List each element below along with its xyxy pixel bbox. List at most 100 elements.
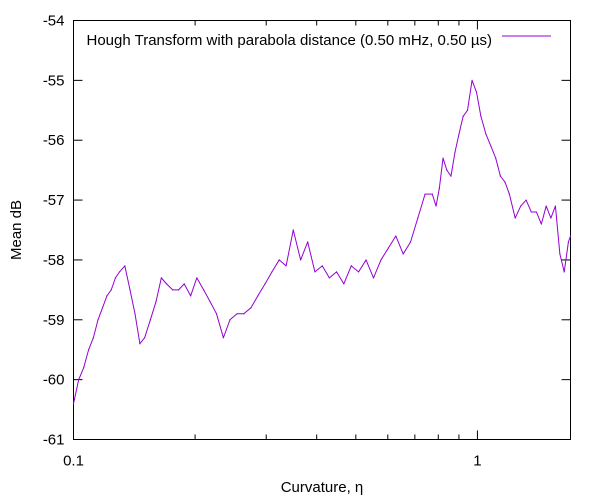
- data-point: [504, 181, 506, 183]
- y-tick-marks: [73, 20, 571, 440]
- data-point: [530, 211, 532, 213]
- series-line: [73, 79, 571, 404]
- y-tick-label: -61: [43, 432, 65, 449]
- x-tick-labels: 0.1 1: [63, 453, 482, 470]
- data-point: [285, 265, 287, 267]
- series-layer: [72, 79, 572, 405]
- x-tick-label: 0.1: [63, 453, 84, 470]
- data-point: [567, 241, 570, 243]
- data-point: [380, 259, 382, 261]
- data-point: [372, 277, 375, 279]
- data-point: [300, 259, 302, 261]
- data-point: [106, 295, 108, 297]
- data-point: [236, 313, 238, 315]
- data-point: [129, 289, 131, 291]
- data-point: [450, 175, 452, 177]
- data-point: [480, 115, 482, 117]
- data-point: [466, 109, 469, 111]
- data-point: [402, 253, 404, 255]
- data-point: [343, 283, 345, 285]
- data-point: [442, 157, 444, 159]
- data-point: [490, 145, 492, 147]
- data-point: [554, 205, 557, 207]
- data-point: [78, 379, 80, 381]
- data-point: [499, 175, 501, 177]
- data-point: [525, 199, 527, 201]
- data-point: [83, 367, 85, 369]
- data-point: [569, 235, 572, 237]
- legend: Hough Transform with parabola distance (…: [87, 32, 551, 49]
- data-point: [97, 319, 99, 321]
- data-point: [387, 247, 389, 249]
- data-point: [196, 277, 198, 279]
- data-point: [328, 277, 330, 279]
- data-point: [471, 79, 473, 81]
- y-tick-label: -55: [43, 72, 65, 89]
- data-point: [520, 205, 522, 207]
- data-point: [335, 271, 338, 273]
- data-point: [88, 349, 90, 351]
- y-tick-label: -57: [43, 192, 65, 209]
- y-tick-label: -60: [43, 372, 65, 389]
- data-point: [514, 217, 516, 219]
- y-tick-label: -59: [43, 312, 65, 329]
- data-point: [314, 271, 316, 273]
- data-point: [559, 253, 561, 255]
- data-point: [110, 289, 112, 291]
- data-point: [250, 307, 252, 309]
- plot-frame: [73, 20, 571, 440]
- x-tick-marks: [73, 20, 478, 440]
- data-point: [485, 133, 487, 135]
- data-point: [222, 337, 224, 339]
- data-point: [495, 157, 497, 159]
- data-point: [365, 259, 367, 261]
- data-point: [278, 259, 280, 261]
- data-point: [160, 277, 162, 279]
- data-point: [292, 229, 294, 231]
- data-point: [257, 295, 259, 297]
- data-point: [417, 217, 419, 219]
- data-point: [431, 193, 433, 195]
- data-point: [155, 301, 157, 303]
- data-point: [462, 115, 464, 117]
- data-point: [183, 283, 185, 285]
- x-tick-label: 1: [473, 453, 481, 470]
- data-point: [177, 289, 180, 291]
- data-point: [190, 295, 192, 297]
- data-point: [475, 91, 478, 93]
- data-point: [264, 283, 266, 285]
- y-tick-label: -58: [43, 252, 65, 269]
- data-point: [307, 241, 309, 243]
- data-point: [508, 193, 510, 195]
- data-point: [350, 265, 352, 267]
- data-point: [92, 337, 94, 339]
- data-point: [438, 187, 440, 189]
- data-point: [229, 319, 231, 321]
- data-point: [101, 307, 104, 309]
- data-point: [165, 283, 168, 285]
- data-point: [458, 133, 460, 135]
- data-point: [215, 313, 218, 315]
- data-point: [545, 205, 547, 207]
- data-point: [118, 271, 121, 273]
- data-point: [144, 337, 146, 339]
- y-axis-label: Mean dB: [8, 200, 25, 260]
- data-point: [114, 277, 117, 279]
- data-point: [446, 169, 448, 171]
- data-point: [172, 289, 174, 291]
- data-point: [395, 235, 397, 237]
- y-tick-label: -56: [43, 132, 65, 149]
- data-point: [134, 313, 136, 315]
- data-point: [139, 343, 141, 345]
- data-point: [209, 301, 211, 303]
- data-point: [321, 265, 323, 267]
- data-point: [358, 271, 360, 273]
- x-axis-label: Curvature, η: [281, 479, 364, 496]
- data-point: [409, 241, 412, 243]
- data-point: [424, 193, 426, 195]
- legend-label: Hough Transform with parabola distance (…: [87, 32, 493, 49]
- data-point: [72, 402, 75, 405]
- data-point: [124, 265, 126, 267]
